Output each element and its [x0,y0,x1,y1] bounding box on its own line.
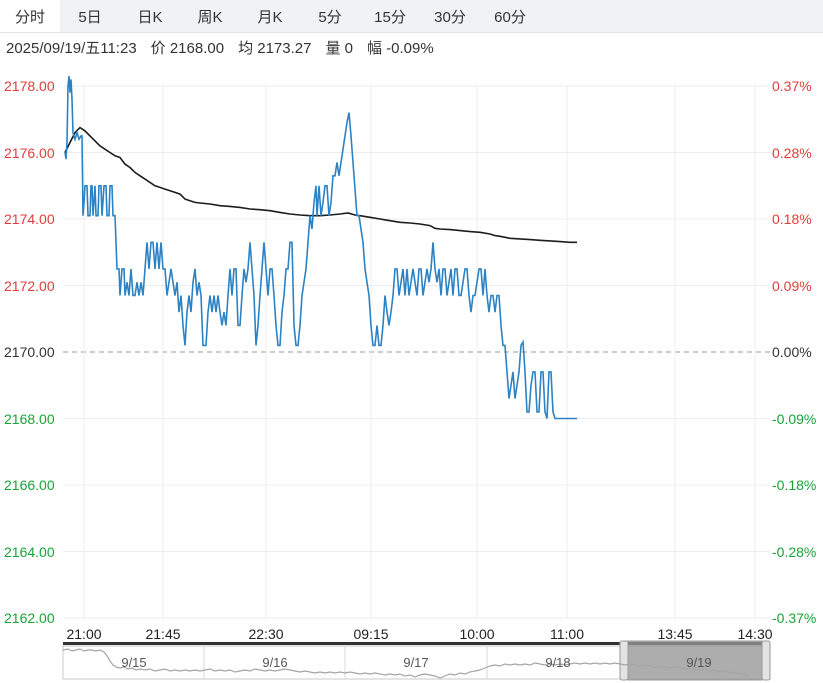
tab-60min[interactable]: 60分 [494,8,526,26]
navigator-date-label: 9/18 [545,655,571,670]
tab-30min[interactable]: 30分 [434,8,466,26]
price-axis-label: 2174.00 [4,211,55,227]
quote-info-bar: 2025/09/19/五11:23 价 2168.00 均 2173.27 量 … [6,36,434,58]
navigator-handle-left[interactable] [619,640,629,681]
info-change: 幅 -0.09% [366,39,434,57]
time-axis-label: 13:45 [657,626,693,642]
percent-axis-label: 0.00% [772,344,812,360]
average-price-line [64,126,577,244]
percent-axis-label: 0.09% [772,277,812,294]
navigator-sparkline [62,648,751,679]
navigator-date-label: 9/19 [686,655,712,670]
percent-axis-label: -0.09% [772,410,817,427]
percent-axis-label: -0.28% [772,543,817,560]
percent-axis-label: -0.37% [772,610,817,626]
time-axis-label: 10:00 [459,626,495,642]
price-line [64,75,577,420]
period-tabbar: 分时 5日 日K 周K 月K 5分 15分 30分 60分 [0,0,823,33]
percent-axis-label: -0.18% [772,477,817,493]
navigator-date-label: 9/15 [121,655,147,670]
info-average: 均 2173.27 [238,39,312,57]
info-datetime: 2025/09/19/五11:23 [6,39,137,57]
tab-weekly-k[interactable]: 周K [197,8,223,26]
time-axis-label: 14:30 [737,626,773,642]
percent-axis-label: 0.18% [772,211,812,227]
tab-daily-k[interactable]: 日K [137,8,163,26]
price-axis-label: 2170.00 [4,344,55,360]
price-axis-label: 2166.00 [4,477,55,493]
info-volume: 量 0 [325,39,353,57]
time-axis-label: 21:00 [66,626,102,642]
x-axis-bar [63,642,770,645]
time-axis-label: 11:00 [550,626,584,642]
info-price: 价 2168.00 [150,39,225,57]
price-axis-label: 2162.00 [4,610,55,626]
tab-15min[interactable]: 15分 [374,8,406,26]
tab-5min[interactable]: 5分 [318,8,342,26]
time-axis-label: 21:45 [145,626,181,642]
price-axis-label: 2176.00 [4,144,55,161]
tab-5day[interactable]: 5日 [78,8,102,26]
price-axis-label: 2168.00 [4,410,55,427]
navigator-date-label: 9/17 [403,655,429,670]
navigator-handle-right[interactable] [761,640,771,681]
navigator-date-label: 9/16 [262,655,288,670]
percent-axis-label: 0.28% [772,144,812,161]
price-axis-label: 2172.00 [4,277,55,294]
time-axis-label: 22:30 [248,626,284,642]
tab-monthly-k[interactable]: 月K [257,8,283,26]
percent-axis-label: 0.37% [772,78,812,94]
tab-fenshi[interactable]: 分时 [0,0,60,32]
price-axis-label: 2178.00 [4,78,55,94]
price-axis-label: 2164.00 [4,543,55,560]
time-axis-label: 09:15 [353,626,389,642]
